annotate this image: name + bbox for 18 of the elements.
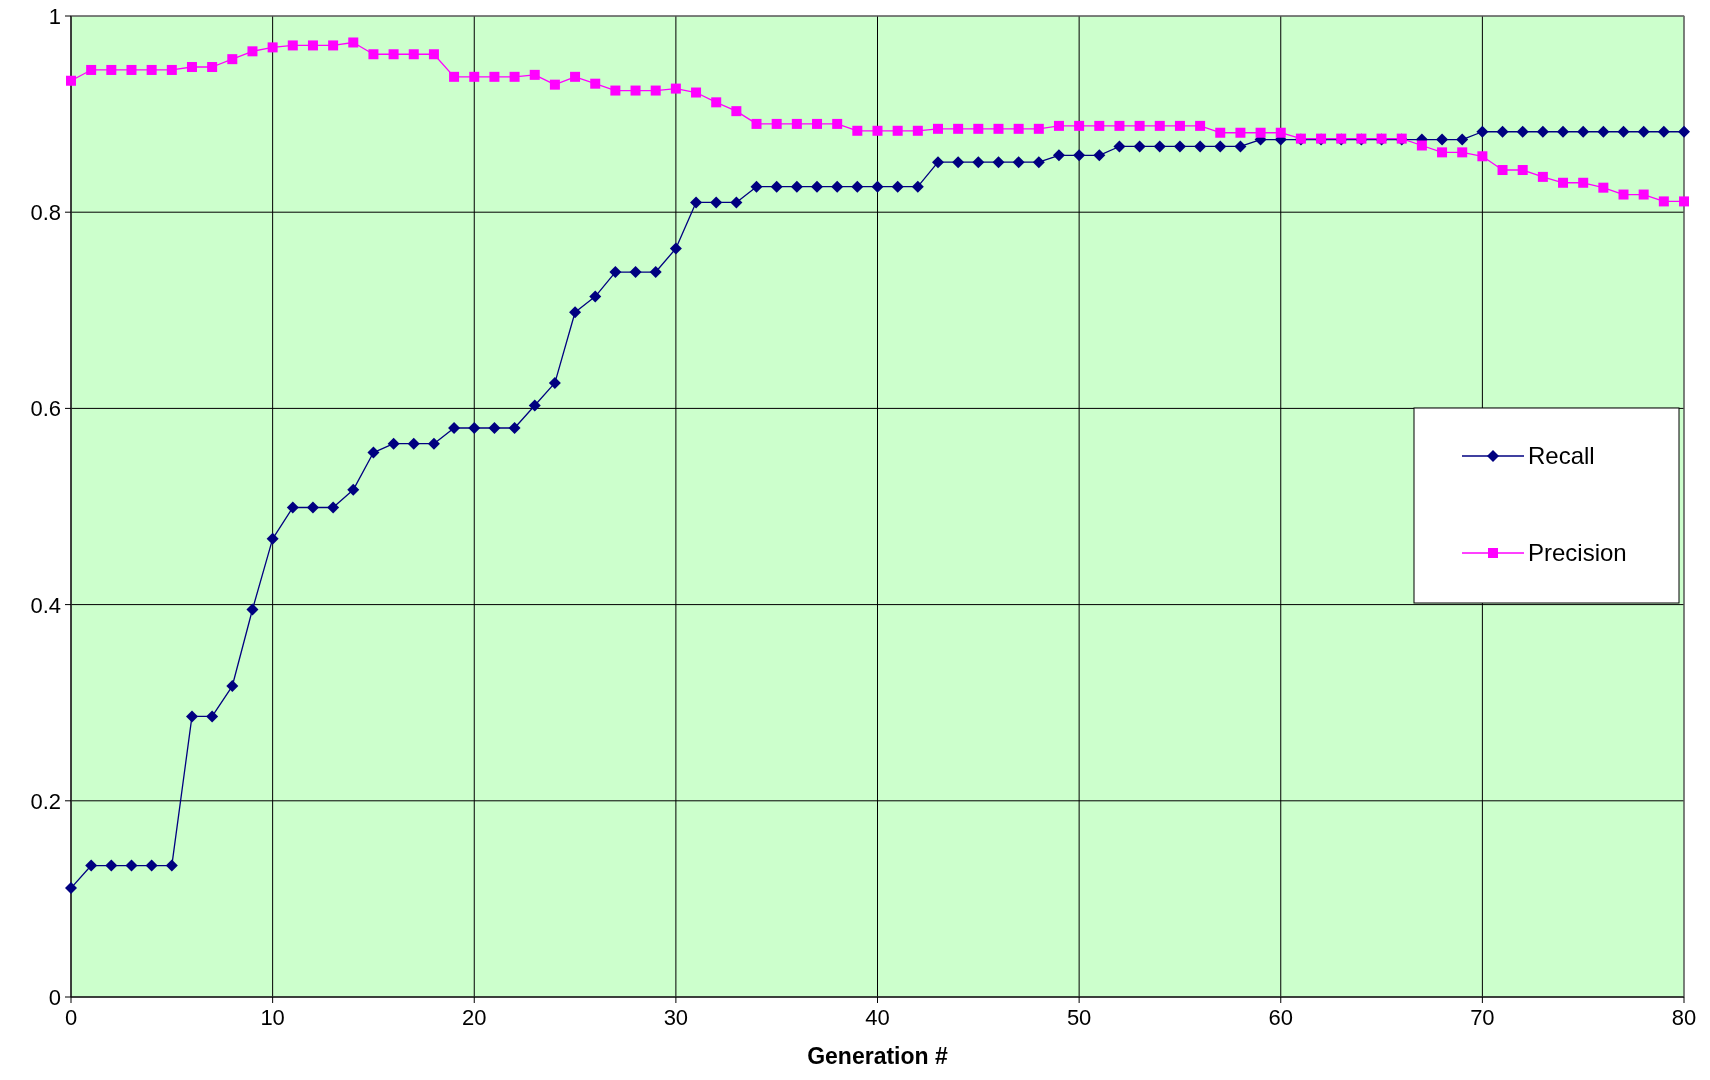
x-tick-label: 10	[260, 1005, 285, 1030]
y-tick-label: 0.8	[30, 200, 61, 226]
x-tick-label: 60	[1268, 1005, 1293, 1030]
x-axis-title: Generation #	[807, 1043, 948, 1069]
y-tick-label: 0.6	[30, 396, 61, 422]
legend-label: Precision	[1528, 539, 1627, 566]
y-tick-label: 0	[48, 985, 61, 1010]
x-tick-label: 80	[1671, 1005, 1697, 1030]
x-tick-label: 40	[865, 1005, 890, 1030]
x-tick-label: 50	[1066, 1005, 1092, 1030]
x-tick-label: 20	[462, 1005, 487, 1030]
x-tick-label: 70	[1470, 1005, 1495, 1030]
y-tick-label: 1	[48, 4, 61, 29]
y-tick-label: 0.4	[30, 592, 61, 618]
legend-label: Recall	[1528, 442, 1595, 469]
x-tick-label: 30	[663, 1005, 689, 1030]
x-tick-label: 0	[64, 1005, 78, 1030]
y-tick-label: 0.2	[30, 788, 61, 814]
